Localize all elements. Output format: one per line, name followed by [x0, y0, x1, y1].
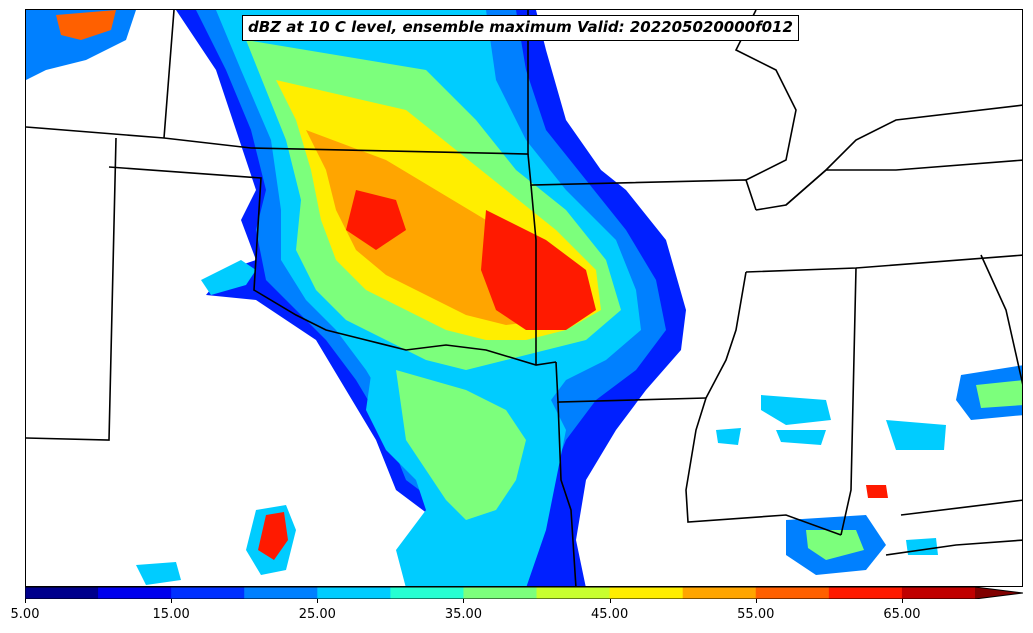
colorbar-tick-label: 55.00: [737, 607, 775, 622]
colorbar-segment: [463, 587, 538, 599]
colorbar-tick-label: 5.00: [10, 607, 40, 622]
colorbar-segment: [609, 587, 684, 599]
colorbar-segment: [536, 587, 611, 599]
colorbar-segment: [171, 587, 245, 599]
colorbar-tick-mark: [901, 599, 903, 603]
colorbar-tick-mark: [463, 599, 465, 603]
colorbar-tick-label: 65.00: [883, 607, 921, 622]
reflectivity-map: [25, 9, 1023, 587]
colorbar-tick-label: 35.00: [444, 607, 483, 622]
map-canvas: [26, 10, 1022, 586]
colorbar-segment: [901, 587, 976, 599]
colorbar-segment: [98, 587, 172, 599]
colorbar-segment: [317, 587, 391, 599]
colorbar-extend-arrow: [975, 587, 1023, 599]
state-borders: [26, 10, 1022, 586]
colorbar-segment: [828, 587, 903, 599]
colorbar-tick-label: 45.00: [591, 607, 629, 622]
map-title: dBZ at 10 C level, ensemble maximum Vali…: [242, 15, 799, 41]
colorbar-tick-mark: [755, 599, 757, 603]
colorbar-segment: [390, 587, 464, 599]
colorbar-segment: [25, 587, 99, 599]
colorbar-tick-label: 15.00: [152, 607, 190, 622]
colorbar-tick-label: 25.00: [298, 607, 336, 622]
colorbar-outline: [25, 587, 1023, 599]
colorbar-segment: [682, 587, 757, 599]
colorbar: [25, 587, 1023, 599]
colorbar-tick-mark: [609, 599, 611, 603]
colorbar-segment: [244, 587, 318, 599]
reflectivity-field: [26, 10, 1022, 586]
colorbar-segment: [755, 587, 830, 599]
colorbar-tick-mark: [317, 599, 319, 603]
colorbar-tick-mark: [171, 599, 173, 603]
colorbar-tick-mark: [25, 599, 26, 603]
